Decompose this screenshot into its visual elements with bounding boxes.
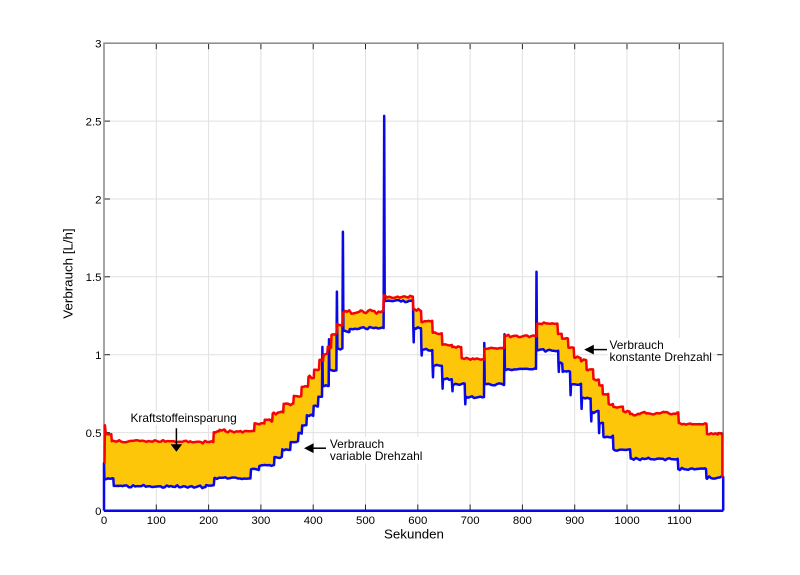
svg-text:Verbrauch [L/h]: Verbrauch [L/h]: [61, 228, 76, 318]
svg-text:3: 3: [95, 39, 101, 51]
svg-text:1.5: 1.5: [86, 272, 102, 284]
svg-text:0: 0: [95, 506, 101, 518]
svg-text:variable Drehzahl: variable Drehzahl: [330, 449, 423, 463]
svg-text:900: 900: [565, 515, 584, 527]
svg-text:1: 1: [95, 350, 101, 362]
svg-text:100: 100: [147, 515, 166, 527]
svg-text:Kraftstoffeinsparung: Kraftstoffeinsparung: [131, 411, 237, 425]
svg-text:konstante Drehzahl: konstante Drehzahl: [610, 350, 712, 364]
svg-text:1100: 1100: [667, 515, 692, 527]
svg-text:0.5: 0.5: [86, 428, 102, 440]
svg-text:300: 300: [251, 515, 270, 527]
svg-text:2: 2: [95, 194, 101, 206]
svg-text:2.5: 2.5: [86, 116, 102, 128]
svg-text:700: 700: [461, 515, 480, 527]
svg-text:500: 500: [356, 515, 375, 527]
svg-text:Verbrauch: Verbrauch: [330, 437, 384, 451]
svg-text:800: 800: [513, 515, 532, 527]
svg-text:400: 400: [304, 515, 323, 527]
svg-text:1000: 1000: [614, 515, 639, 527]
svg-text:0: 0: [101, 515, 107, 527]
svg-text:200: 200: [199, 515, 218, 527]
svg-text:600: 600: [408, 515, 427, 527]
svg-text:Verbrauch: Verbrauch: [610, 338, 664, 352]
svg-text:Sekunden: Sekunden: [384, 527, 444, 542]
